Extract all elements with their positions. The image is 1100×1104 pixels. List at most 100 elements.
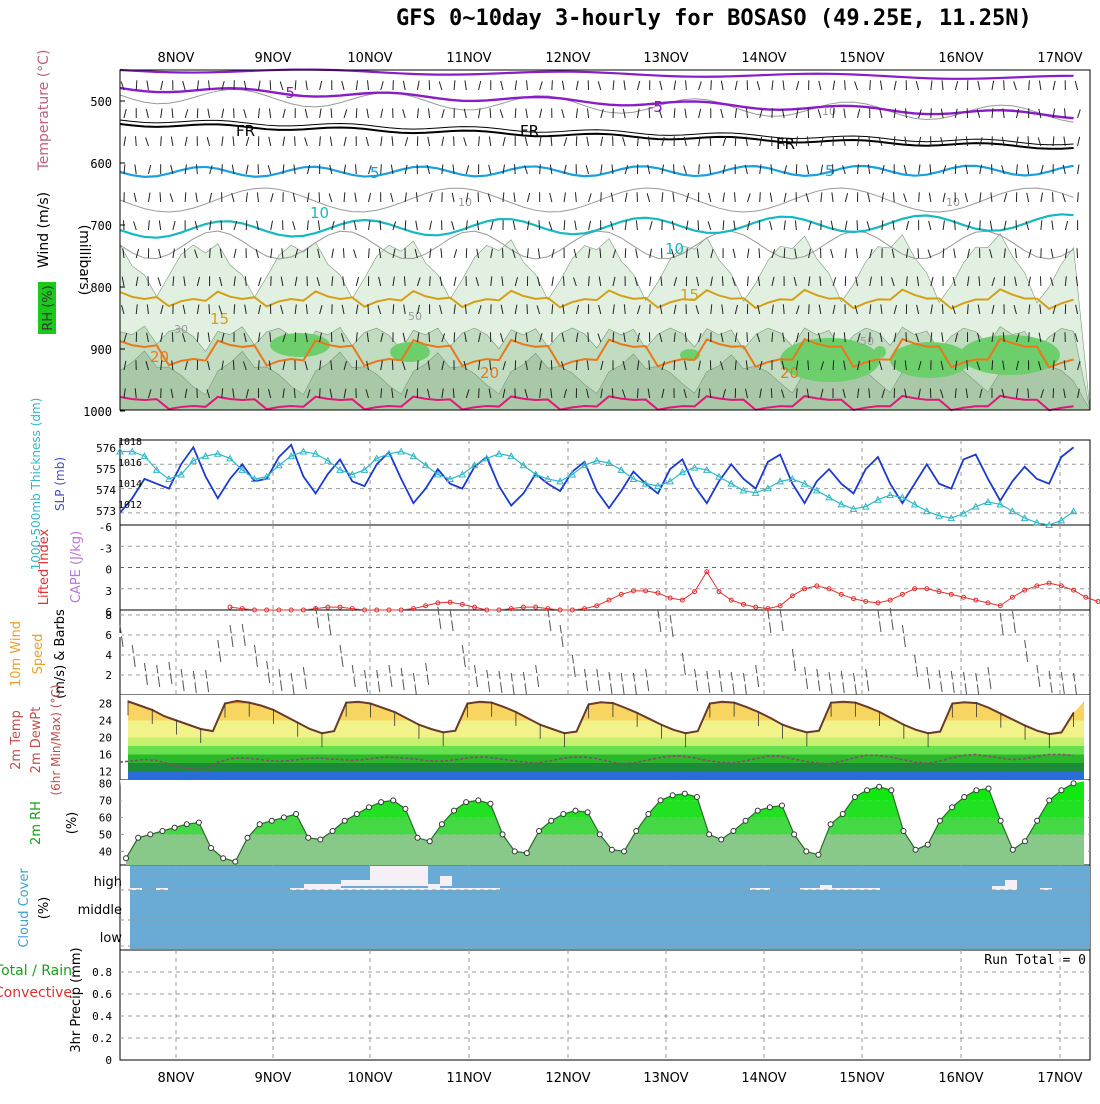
rh-marker: [998, 818, 1003, 823]
wind10-marker: [864, 677, 868, 681]
ylabel-minmax: (6hr Min/Max) (°C): [49, 684, 63, 795]
li-tick--6: -6: [99, 521, 112, 534]
temp-band-5: [128, 755, 1084, 764]
run-total: Run Total = 0: [984, 953, 1086, 968]
date-label-bottom-15NOV: 15NOV: [839, 1071, 884, 1086]
wind10-marker: [729, 680, 733, 684]
date-label-top-17NOV: 17NOV: [1037, 51, 1082, 66]
wind10-marker: [693, 677, 697, 681]
wind10-marker: [228, 633, 232, 637]
rh-marker: [148, 832, 153, 837]
ylabel-temperature: Temperature (°C): [36, 50, 52, 172]
wind-barb: [381, 164, 382, 174]
cloud-gap-5: [440, 876, 452, 886]
rh-marker: [537, 829, 542, 834]
wind-barb: [894, 136, 895, 146]
contour-label-16: 10: [946, 196, 960, 209]
wind10-marker: [191, 679, 195, 683]
wind10-marker: [118, 633, 122, 637]
ylabel-2m-temp: 2m Temp: [9, 710, 24, 770]
wind10-marker: [314, 614, 318, 618]
date-label-bottom-17NOV: 17NOV: [1037, 1071, 1082, 1086]
ylabel-millibars: (millibars): [76, 225, 92, 296]
rh-marker: [184, 822, 189, 827]
wind10-marker: [485, 678, 489, 682]
wind-barb: [968, 304, 969, 314]
ylabel-2m-rh: 2m RH: [29, 801, 44, 845]
date-label-top-12NOV: 12NOV: [545, 51, 590, 66]
wind-barb: [563, 276, 564, 286]
wind-barb: [430, 276, 431, 286]
wind10-marker: [265, 669, 269, 673]
rh-marker: [707, 832, 712, 837]
wind-barb: [454, 332, 455, 342]
wind10-marker: [888, 616, 892, 620]
ylabel-cloud-cover: Cloud Cover: [17, 868, 32, 948]
rh-marker: [366, 805, 371, 810]
wind-barb: [295, 136, 296, 146]
rh-marker: [330, 829, 335, 834]
date-label-bottom-12NOV: 12NOV: [545, 1071, 590, 1086]
wind-barb: [270, 80, 271, 90]
rh-marker: [196, 820, 201, 825]
rh-marker: [622, 849, 627, 854]
rh-marker: [306, 835, 311, 840]
cloud-gap-9: [1005, 880, 1017, 890]
wind10-marker: [424, 671, 428, 675]
cloud-level-middle: middle: [78, 903, 122, 918]
li-tick-3: 3: [105, 585, 112, 598]
rh-marker: [889, 788, 894, 793]
wind-barb: [209, 304, 210, 314]
ylabel-cape: CAPE (J/kg): [69, 531, 84, 603]
li-tick--3: -3: [99, 542, 112, 555]
cloud-fill: [130, 866, 1090, 949]
wind10-marker: [473, 673, 477, 677]
wind10-marker: [790, 657, 794, 661]
wind10-marker: [142, 671, 146, 675]
rh-marker: [719, 837, 724, 842]
rh-marker: [427, 839, 432, 844]
rh-marker: [391, 798, 396, 803]
wind-barb: [185, 192, 186, 202]
wind-barb: [210, 248, 211, 258]
date-label-top-14NOV: 14NOV: [741, 51, 786, 66]
thickness-tick-575: 575: [96, 463, 116, 476]
li-tick-0: 0: [105, 564, 112, 577]
wind-barb: [343, 248, 344, 258]
wind-barb: [136, 136, 137, 146]
wind-barb: [356, 108, 357, 118]
date-label-top-15NOV: 15NOV: [839, 51, 884, 66]
rh-marker: [658, 798, 663, 803]
wind-barb: [588, 332, 589, 342]
wind10-marker: [460, 653, 464, 657]
slp-tick-1012: 1012: [118, 500, 142, 511]
wind10-marker: [741, 681, 745, 685]
ylabel-2m-dewpt: 2m DewPt: [29, 707, 44, 774]
contour-label-4: FR: [776, 135, 795, 153]
wind10-marker: [1047, 679, 1051, 683]
pressure-tick-800: 800: [90, 281, 112, 295]
contour-label-18: 50: [860, 335, 874, 348]
wind10-marker: [497, 679, 501, 683]
wind10-marker: [998, 621, 1002, 625]
wind-barb: [160, 192, 161, 202]
rh-marker: [1010, 847, 1015, 852]
rh-tick-50: 50: [99, 828, 112, 841]
wind-tick-2: 2: [105, 669, 112, 682]
precip-tick-0.4: 0.4: [92, 1010, 112, 1023]
contour-label-7: 10: [310, 204, 329, 222]
wind10-marker: [375, 678, 379, 682]
rh-marker: [439, 822, 444, 827]
date-label-bottom-9NOV: 9NOV: [255, 1071, 292, 1086]
wind-barb: [392, 360, 393, 370]
wind10-marker: [179, 677, 183, 681]
rh-marker: [634, 829, 639, 834]
wind10-marker: [204, 678, 208, 682]
wind10-marker: [925, 675, 929, 679]
cloud-level-low: low: [100, 931, 123, 946]
rh-marker: [1059, 788, 1064, 793]
rh-marker: [1071, 781, 1076, 786]
wind10-marker: [350, 673, 354, 677]
precip-tick-0: 0: [105, 1054, 112, 1067]
